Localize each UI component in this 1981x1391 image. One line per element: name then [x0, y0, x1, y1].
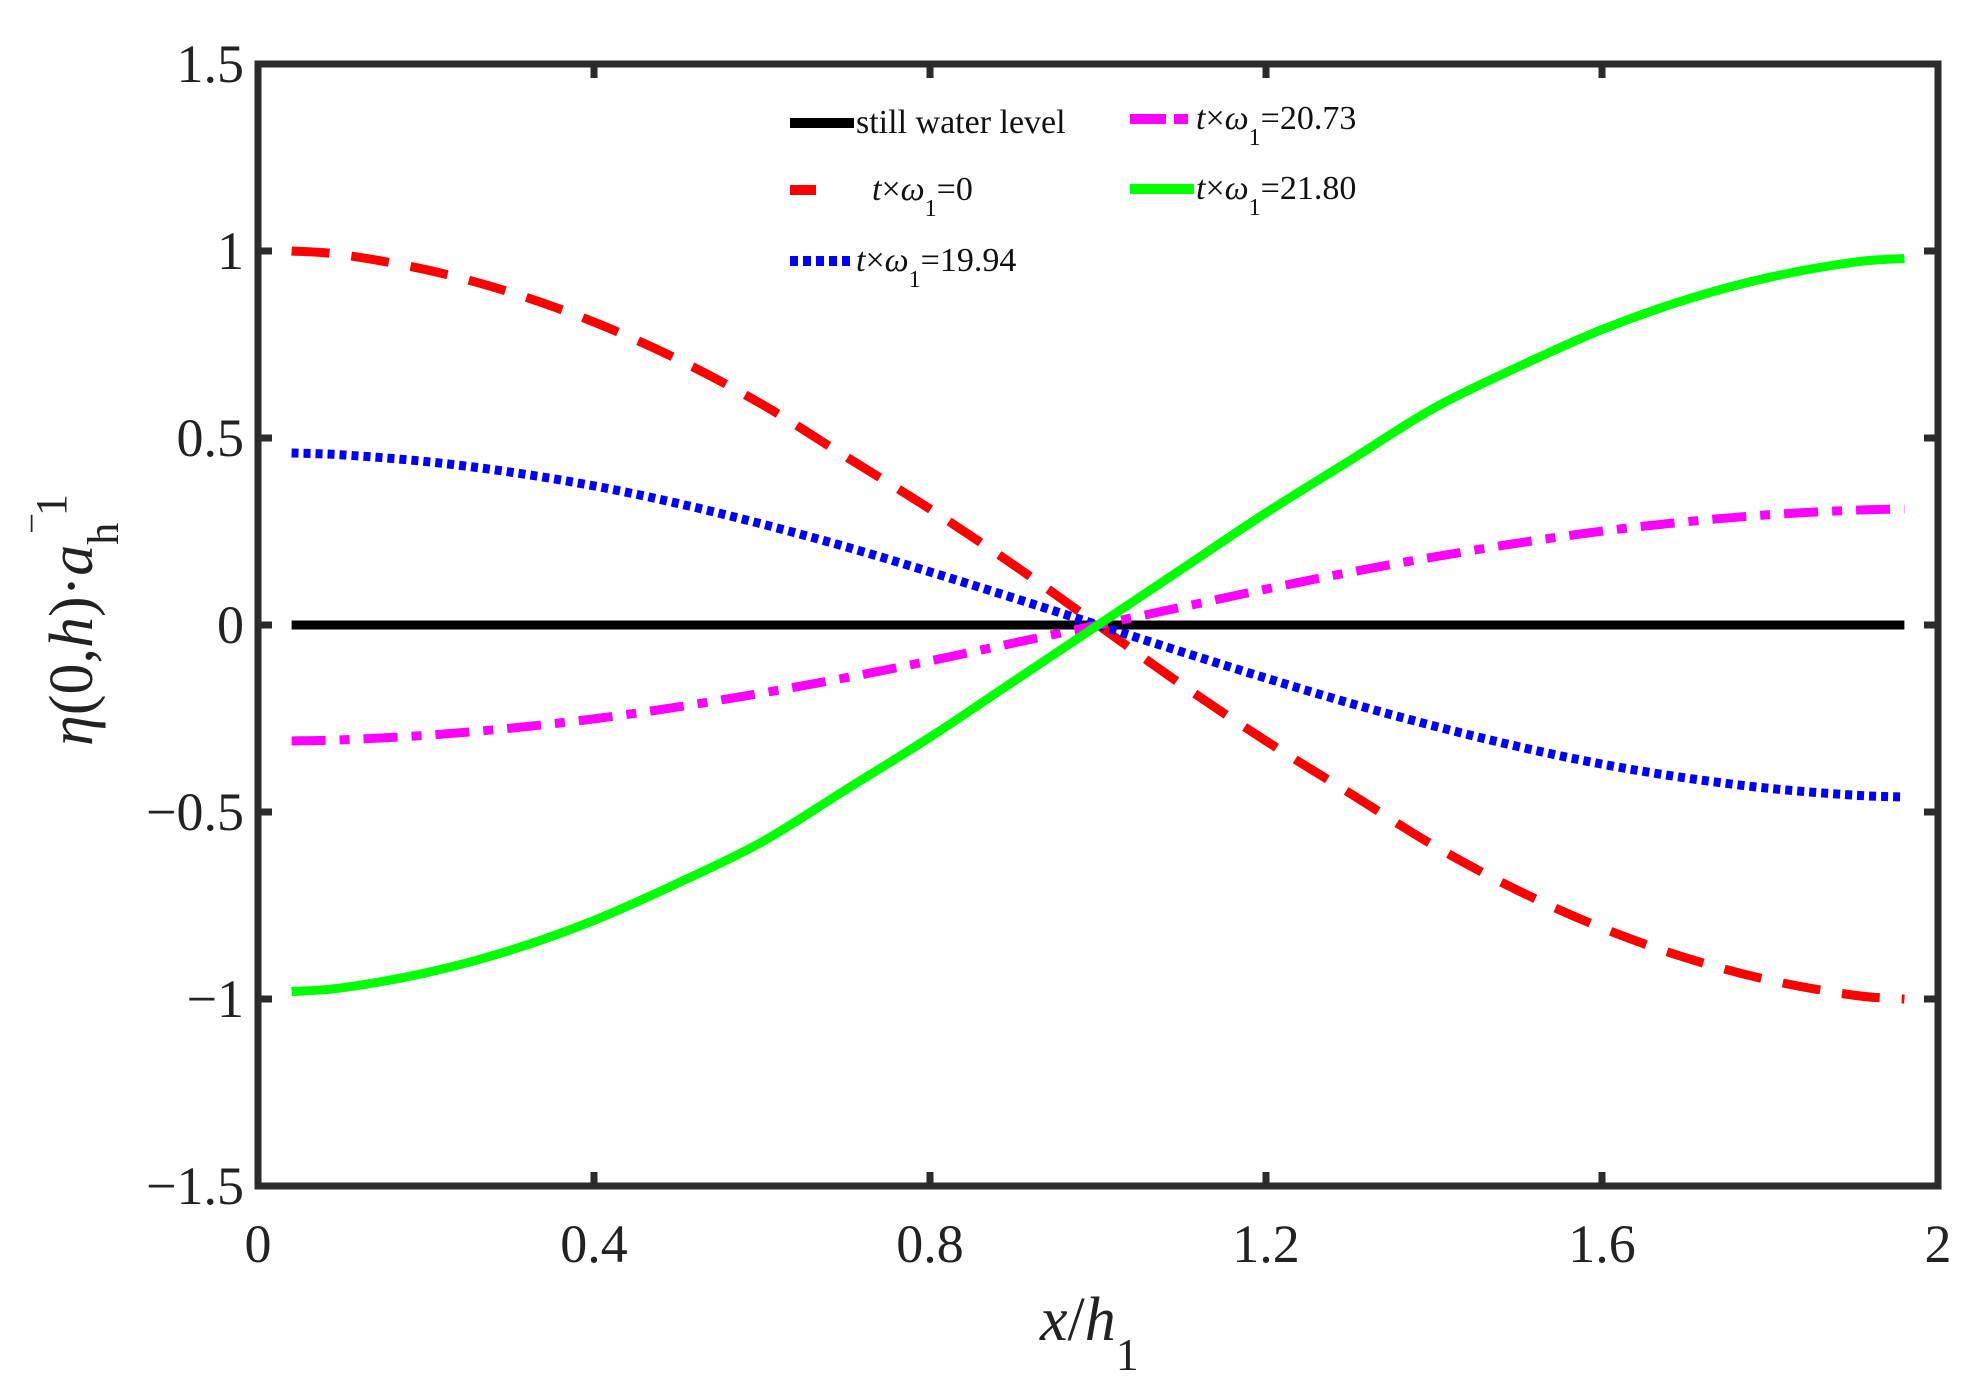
y-tick-label: 1	[217, 221, 244, 281]
series-line-4	[291, 253, 1905, 997]
series-line-2	[291, 448, 1905, 802]
legend-label-2: t×ω1=19.94	[856, 242, 1016, 293]
y-axis-title-group: η(0,h)·ah‾1	[27, 494, 128, 746]
x-tick-label: 0.8	[896, 1214, 964, 1274]
x-axis-title: x/h1	[1039, 1286, 1139, 1380]
x-tick-label: 0	[245, 1214, 272, 1274]
y-tick-label: −1.5	[146, 1156, 244, 1216]
y-tick-label: 1.5	[177, 34, 245, 94]
y-tick-label: −0.5	[146, 782, 244, 842]
y-tick-label: 0.5	[177, 408, 245, 468]
series-layer	[291, 246, 1905, 1004]
x-tick-label: 1.2	[1232, 1214, 1300, 1274]
legend-label-3: t×ω1=20.73	[1196, 100, 1356, 151]
y-axis-title: η(0,h)·ah‾1	[27, 494, 128, 746]
legend: still water level t×ω1=0 t×ω1=19.94 t×ω1=20…	[790, 100, 1356, 293]
plot-frame	[254, 60, 1942, 1190]
y-tick-labels: −1.5 −1 −0.5 0 0.5 1 1.5	[146, 34, 244, 1216]
legend-label-4: t×ω1=21.80	[1196, 170, 1356, 221]
x-tick-labels: 0 0.4 0.8 1.2 1.6 2	[245, 1214, 1952, 1274]
x-tick-label: 1.6	[1568, 1214, 1636, 1274]
y-tick-label: 0	[217, 595, 244, 655]
legend-label-1: t×ω1=0	[872, 171, 973, 222]
legend-label-0: still water level	[856, 104, 1066, 141]
x-tick-label: 2	[1925, 1214, 1952, 1274]
y-tick-label: −1	[187, 969, 244, 1029]
x-tick-label: 0.4	[560, 1214, 628, 1274]
